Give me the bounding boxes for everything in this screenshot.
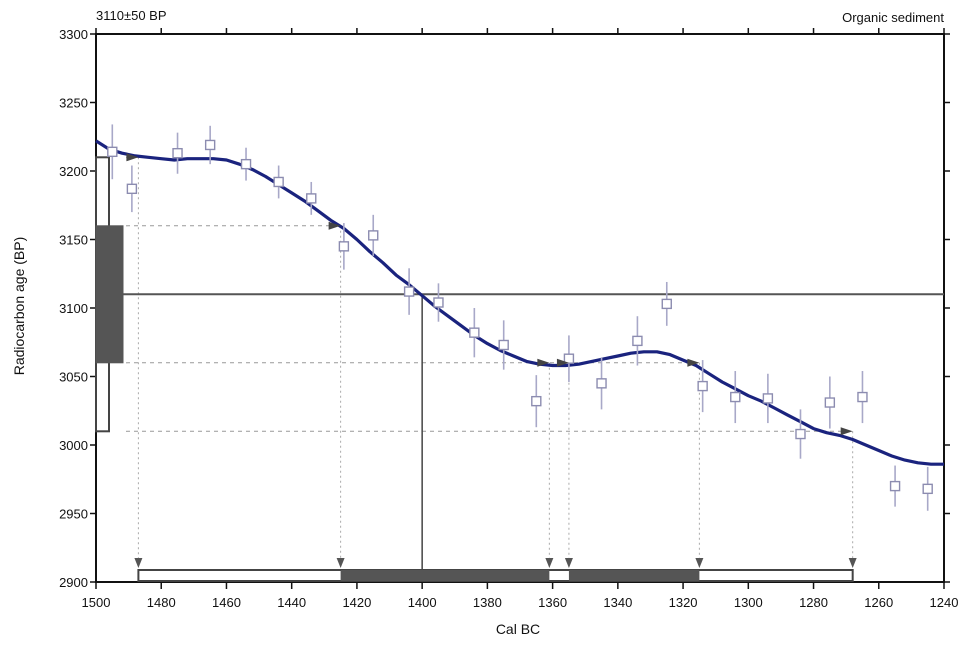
header-left-label: 3110±50 BP	[96, 8, 167, 23]
y-tick-label: 3050	[59, 370, 88, 385]
sigma-arrowhead	[537, 358, 550, 367]
x-tick-label: 1500	[82, 595, 111, 610]
data-point-marker	[889, 480, 901, 492]
x-tick-label: 1480	[147, 595, 176, 610]
x-tick-label: 1400	[408, 595, 437, 610]
data-point	[306, 181, 317, 215]
data-point-marker	[697, 380, 708, 392]
data-point	[126, 165, 138, 213]
drop-arrow	[848, 558, 857, 568]
data-point-marker	[922, 483, 933, 495]
y-tick-label: 3100	[59, 301, 88, 316]
data-point-marker	[762, 393, 774, 404]
data-point-marker	[172, 147, 183, 159]
data-point	[498, 320, 509, 370]
data-point	[368, 214, 379, 256]
x-tick-label: 1280	[799, 595, 828, 610]
data-point	[661, 281, 672, 326]
x-tick-label: 1260	[864, 595, 893, 610]
data-point	[531, 375, 542, 428]
data-point	[403, 268, 415, 315]
data-point	[469, 308, 480, 358]
x-tick-label: 1380	[473, 595, 502, 610]
data-point	[596, 357, 607, 410]
x-tick-label: 1340	[603, 595, 632, 610]
data-point	[824, 376, 836, 429]
calibration-curve-line	[95, 139, 944, 466]
data-point-marker	[632, 335, 643, 347]
data-point-marker	[498, 339, 509, 351]
data-point	[240, 147, 252, 181]
data-point	[204, 125, 216, 165]
data-point	[107, 124, 118, 180]
data-point-marker	[433, 297, 444, 308]
drop-arrow	[336, 558, 345, 568]
one-sigma-range-bar	[340, 570, 550, 581]
y-tick-label: 3150	[59, 233, 88, 248]
drop-arrow	[134, 558, 143, 568]
data-point-marker	[857, 391, 868, 403]
data-point-marker	[730, 391, 741, 403]
y-tick-label: 3250	[59, 96, 88, 111]
sigma-arrowhead	[556, 358, 569, 367]
sigma-arrowhead	[126, 153, 139, 162]
data-point-marker	[273, 176, 284, 188]
x-tick-label: 1320	[669, 595, 698, 610]
data-point-marker	[338, 241, 350, 252]
data-point-marker	[403, 286, 415, 297]
data-point	[857, 371, 868, 424]
data-point-marker	[661, 298, 672, 310]
x-tick-label: 1440	[277, 595, 306, 610]
data-point	[172, 132, 183, 174]
header-right-label: Organic sediment	[842, 10, 944, 25]
data-point-marker	[563, 353, 575, 364]
data-point-marker	[368, 230, 379, 241]
data-point	[563, 335, 575, 382]
sigma-arrowhead	[840, 427, 853, 436]
data-point	[730, 371, 741, 424]
y-tick-label: 3200	[59, 164, 88, 179]
data-point-marker	[204, 139, 216, 151]
x-tick-label: 1300	[734, 595, 763, 610]
data-point	[632, 316, 643, 366]
data-point	[795, 409, 806, 459]
data-point-marker	[795, 428, 806, 440]
x-tick-label: 1360	[538, 595, 567, 610]
one-sigma-range-bar	[568, 570, 700, 581]
data-point	[922, 466, 933, 511]
x-axis-title: Cal BC	[496, 621, 540, 637]
sample-one-sigma-bar	[95, 225, 124, 364]
data-point	[762, 373, 774, 424]
x-tick-label: 1460	[212, 595, 241, 610]
plot-area: 1500 1480 1460 1440 1420 1400 1380 1360 1340 1320…	[59, 27, 958, 610]
data-point-marker	[469, 327, 480, 338]
plot-frame	[95, 33, 945, 583]
data-point	[433, 283, 444, 322]
drop-arrow	[564, 558, 573, 568]
data-point	[273, 165, 284, 199]
data-point-marker	[531, 395, 542, 407]
data-point	[889, 465, 901, 507]
y-axis-title: Radiocarbon age (BP)	[11, 237, 27, 376]
y-tick-label: 2900	[59, 575, 88, 590]
y-tick-label: 2950	[59, 507, 88, 522]
data-point-marker	[306, 193, 317, 204]
drop-arrow	[545, 558, 554, 568]
y-tick-label: 3300	[59, 27, 88, 42]
x-tick-label: 1420	[342, 595, 371, 610]
sigma-arrowhead	[687, 358, 700, 367]
data-point	[338, 223, 350, 270]
data-point-marker	[824, 397, 836, 408]
data-point-marker	[126, 183, 138, 195]
data-point-marker	[107, 146, 118, 158]
drop-arrow	[695, 558, 704, 568]
sigma-arrowhead	[328, 221, 341, 230]
y-tick-label: 3000	[59, 438, 88, 453]
data-point-marker	[240, 158, 252, 170]
data-point	[697, 360, 708, 413]
data-point-marker	[596, 378, 607, 389]
x-tick-label: 1240	[930, 595, 959, 610]
